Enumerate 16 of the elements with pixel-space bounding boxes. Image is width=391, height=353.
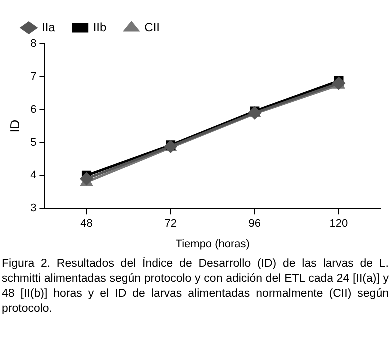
text: Figura 2. Resultados del Índice de Desarrollo (ID) de las larvas de L. schmitti alimentadas según protocolo y con adición del ETL cada 24 [II(a)] y 48 [II(b)] horas y el ID de larvas alimentadas normalmente (CII) según protocolo. <box>2 257 389 317</box>
legend-label: CII <box>144 20 160 34</box>
y-tick-label: 6 <box>30 104 37 116</box>
y-tick-label: 7 <box>30 70 37 83</box>
x-tick-label: 120 <box>330 218 348 230</box>
x-axis-title: Tiempo (horas) <box>176 238 250 250</box>
y-tick-label: 3 <box>30 202 37 215</box>
legend-label: IIb <box>93 20 108 34</box>
y-tick-label: 8 <box>30 38 37 50</box>
x-tick-label: 48 <box>80 218 93 230</box>
y-tick-label: 4 <box>30 170 37 182</box>
x-tick-label: 96 <box>248 218 262 230</box>
y-tick-label: 5 <box>30 136 37 149</box>
x-tick-label: 72 <box>164 218 177 230</box>
legend-label: IIa <box>42 20 56 34</box>
y-axis-title: ID <box>7 120 22 133</box>
